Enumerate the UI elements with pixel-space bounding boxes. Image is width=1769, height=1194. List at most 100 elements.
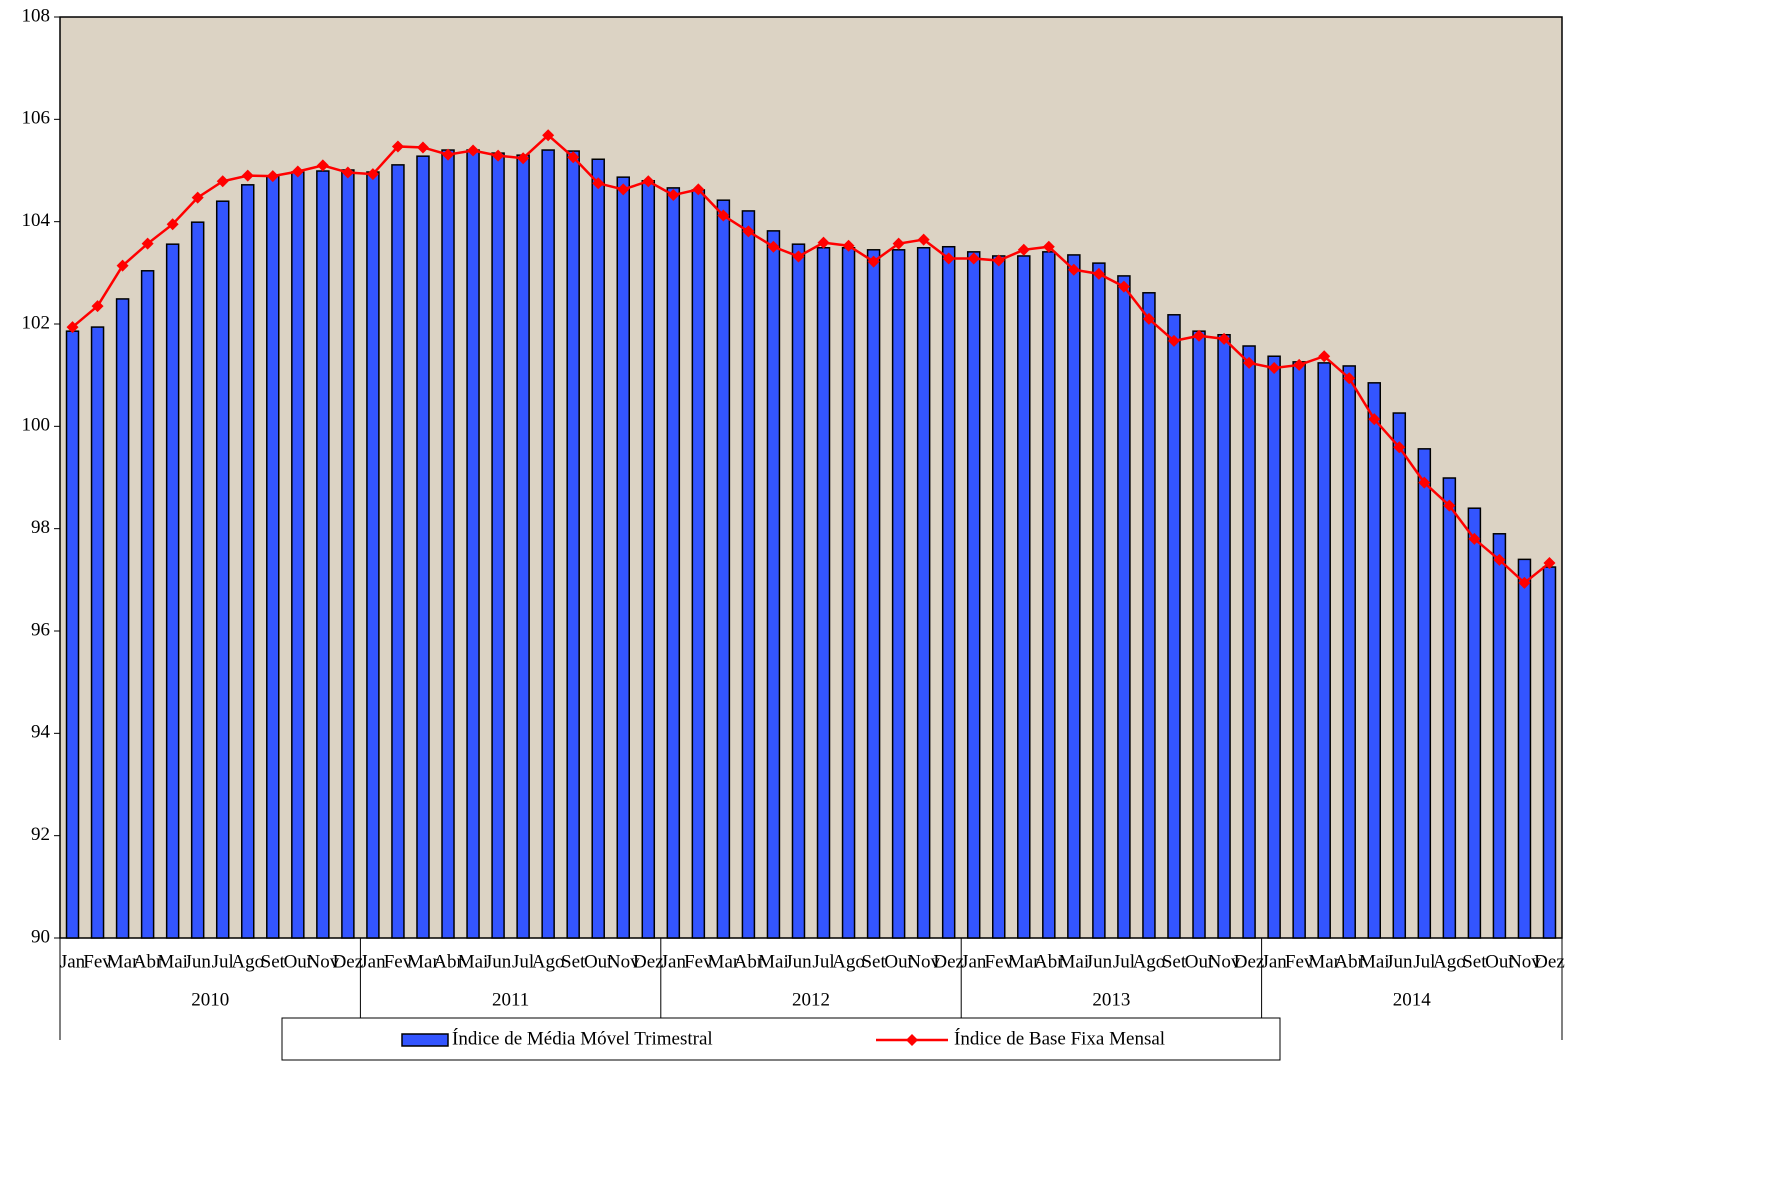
line-marker	[1042, 240, 1055, 253]
bar	[1492, 533, 1507, 939]
line-marker	[166, 218, 179, 231]
bar	[766, 230, 781, 939]
legend-swatch	[401, 1033, 449, 1047]
bar	[741, 210, 756, 939]
x-tick-label: Out	[884, 951, 913, 972]
x-tick-label: Set	[1162, 951, 1187, 972]
x-tick-label: Jan	[661, 951, 687, 972]
x-tick-label: Ago	[532, 951, 565, 972]
bar	[1317, 362, 1331, 939]
x-tick-label: Nov	[607, 951, 640, 972]
y-tick-label: 94	[31, 722, 51, 743]
line-marker	[291, 165, 304, 178]
legend-swatch	[906, 1034, 918, 1046]
bar	[791, 243, 806, 939]
bar	[1142, 292, 1156, 939]
line-marker	[517, 152, 530, 165]
line-marker	[1092, 267, 1105, 280]
line-marker	[416, 141, 429, 154]
line-marker	[1518, 576, 1531, 589]
line-marker	[742, 225, 755, 238]
line-marker	[917, 233, 930, 246]
bar	[891, 249, 906, 939]
year-label: 2014	[1393, 989, 1432, 1010]
x-tick-label: Mai	[458, 951, 489, 972]
bar	[90, 326, 105, 939]
line-marker	[767, 240, 780, 253]
bar	[941, 245, 956, 939]
x-tick-label: Mar	[407, 951, 439, 972]
x-tick-label: Ago	[1433, 951, 1466, 972]
x-tick-label: Jul	[812, 951, 834, 972]
x-tick-label: Dez	[1534, 951, 1565, 972]
x-tick-label: Mai	[157, 951, 188, 972]
bar	[1192, 330, 1206, 939]
x-tick-label: Jan	[60, 951, 86, 972]
x-tick-label: Jul	[212, 951, 234, 972]
bar	[65, 330, 80, 939]
x-tick-label: Jun	[1386, 951, 1413, 972]
x-tick-label: Nov	[907, 951, 940, 972]
line-marker	[992, 254, 1005, 267]
bar	[1392, 412, 1407, 939]
line-marker	[191, 191, 204, 204]
line-marker	[1493, 553, 1506, 566]
bar	[641, 179, 656, 939]
bar	[516, 154, 530, 939]
x-tick-label: Dez	[933, 951, 964, 972]
line-marker	[692, 183, 705, 196]
bar	[591, 158, 605, 939]
bar	[966, 251, 981, 939]
legend-label: Índice de Média Móvel Trimestral	[452, 1027, 713, 1049]
x-tick-label: Abr	[1034, 951, 1064, 972]
line-marker	[1193, 329, 1206, 342]
bar	[241, 184, 255, 939]
bar	[1342, 365, 1356, 939]
bar	[1292, 361, 1306, 939]
x-tick-label: Mar	[107, 951, 139, 972]
line-marker	[1243, 356, 1256, 369]
line-marker	[942, 252, 955, 265]
line-marker	[717, 209, 730, 222]
line-marker	[1318, 350, 1331, 363]
plot-area	[59, 16, 1563, 939]
bar	[841, 247, 856, 939]
x-tick-label: Set	[1462, 951, 1487, 972]
bar	[341, 169, 355, 939]
line-marker	[892, 237, 905, 250]
bar	[391, 164, 405, 939]
x-tick-label: Out	[584, 951, 613, 972]
x-tick-label: Set	[261, 951, 286, 972]
bar	[491, 152, 505, 939]
x-tick-label: Nov	[1208, 951, 1241, 972]
line-marker	[592, 177, 605, 190]
x-tick-label: Mai	[1059, 951, 1090, 972]
bar	[190, 221, 205, 939]
x-tick-label: Jan	[360, 951, 386, 972]
line-marker	[241, 169, 254, 182]
bar	[866, 249, 881, 939]
x-tick-label: Fev	[83, 951, 112, 972]
bar	[992, 255, 1006, 939]
year-label: 2013	[1092, 989, 1130, 1010]
x-tick-label: Fev	[384, 951, 413, 972]
bar	[541, 149, 555, 939]
x-tick-label: Abr	[1334, 951, 1364, 972]
bar	[691, 189, 706, 939]
line-marker	[1067, 263, 1080, 276]
x-tick-label: Fev	[1285, 951, 1314, 972]
bar	[1542, 566, 1557, 939]
bar	[916, 247, 931, 939]
line-marker	[1368, 413, 1381, 426]
x-tick-label: Mar	[1008, 951, 1040, 972]
x-tick-label: Nov	[306, 951, 339, 972]
line-marker	[1418, 476, 1431, 489]
line-marker	[391, 140, 404, 153]
line-marker	[1443, 499, 1456, 512]
line-marker	[341, 166, 354, 179]
line-marker	[817, 236, 830, 249]
bar	[1042, 251, 1056, 939]
x-tick-label: Abr	[133, 951, 163, 972]
line-marker	[141, 237, 154, 250]
